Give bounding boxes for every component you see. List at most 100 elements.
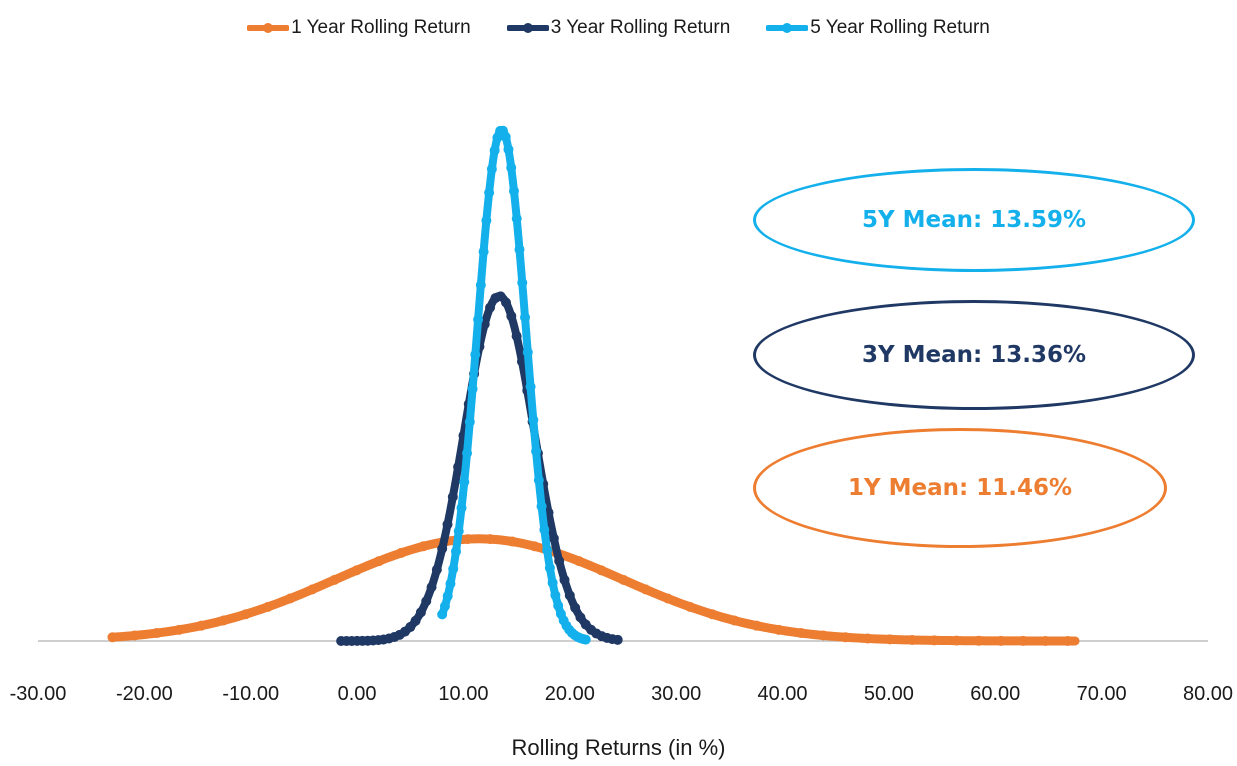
data-point: [453, 461, 464, 472]
data-point: [151, 628, 162, 639]
data-point: [522, 385, 533, 396]
x-tick-label: 60.00: [970, 683, 1020, 705]
data-point: [602, 632, 613, 643]
data-point: [773, 624, 784, 635]
data-point: [489, 145, 500, 156]
x-tick-label: -10.00: [222, 683, 279, 705]
data-point: [415, 607, 426, 618]
data-point: [796, 628, 807, 639]
data-point: [426, 582, 437, 593]
data-point: [996, 635, 1006, 646]
data-point: [378, 634, 389, 645]
data-point: [368, 635, 379, 646]
series-line: [107, 534, 1080, 646]
data-point: [578, 633, 589, 644]
data-point: [555, 608, 566, 619]
data-point: [474, 341, 485, 352]
data-point: [564, 624, 575, 635]
data-point: [547, 577, 558, 588]
x-tick-label: 0.00: [338, 683, 377, 705]
data-point: [440, 536, 451, 547]
data-point: [527, 416, 538, 427]
data-point: [442, 519, 453, 530]
data-point: [478, 246, 489, 257]
data-point: [542, 545, 553, 556]
data-point: [533, 475, 544, 486]
data-point: [506, 311, 517, 322]
data-point: [485, 534, 496, 545]
data-point: [525, 381, 536, 392]
data-point: [448, 563, 459, 574]
series-3y: [336, 291, 623, 646]
mean-annotation-5y: 5Y Mean: 13.59%: [753, 168, 1195, 272]
data-point: [536, 501, 547, 512]
x-tick-label: 20.00: [545, 683, 595, 705]
data-point: [490, 293, 501, 304]
series-line: [337, 292, 622, 645]
data-point: [580, 619, 591, 630]
data-point: [484, 187, 495, 198]
data-point: [399, 626, 410, 637]
data-point: [373, 635, 384, 646]
data-point: [439, 601, 450, 612]
data-point: [528, 414, 539, 425]
data-point: [517, 277, 528, 288]
legend-swatch-5y: [766, 20, 809, 36]
data-point: [907, 634, 918, 645]
data-point: [522, 347, 533, 358]
series-line: [438, 126, 590, 644]
data-point: [559, 574, 570, 585]
data-point: [575, 612, 586, 623]
data-point: [497, 125, 508, 136]
chart-legend: 1 Year Rolling Return 3 Year Rolling Ret…: [0, 10, 1237, 46]
x-tick-label: 80.00: [1183, 683, 1233, 705]
legend-item-3y: 3 Year Rolling Return: [506, 17, 730, 39]
data-point: [431, 564, 442, 575]
data-point: [447, 491, 458, 502]
x-axis-title: Rolling Returns (in %): [511, 735, 726, 760]
data-point: [929, 635, 940, 646]
data-point: [586, 624, 597, 635]
data-point: [307, 584, 318, 595]
data-point: [544, 562, 555, 573]
data-point: [973, 635, 984, 646]
mean-annotation-3y: 3Y Mean: 13.36%: [753, 300, 1195, 410]
data-point: [240, 609, 251, 620]
data-point: [591, 628, 602, 639]
data-point: [662, 593, 673, 604]
data-point: [470, 349, 481, 360]
data-point: [707, 609, 718, 620]
data-point: [384, 633, 394, 644]
data-point: [1040, 635, 1051, 646]
data-point: [511, 213, 522, 224]
data-point: [500, 131, 511, 142]
data-point: [467, 383, 478, 394]
data-point: [506, 162, 517, 173]
data-point: [341, 635, 352, 646]
data-point: [570, 602, 581, 613]
data-point: [352, 635, 363, 646]
data-point: [508, 186, 519, 197]
x-tick-label: -20.00: [116, 683, 173, 705]
data-point: [362, 635, 373, 646]
data-point: [421, 596, 432, 607]
data-point: [357, 635, 368, 646]
data-point: [516, 356, 527, 367]
data-point: [685, 601, 696, 612]
legend-swatch-3y: [506, 20, 549, 36]
x-tick-label: 30.00: [651, 683, 701, 705]
data-point: [481, 215, 492, 226]
data-point: [503, 144, 514, 155]
data-point: [553, 600, 564, 611]
data-point: [442, 591, 453, 602]
data-point: [492, 132, 503, 143]
data-point: [612, 634, 623, 645]
data-point: [532, 448, 543, 459]
data-point: [596, 631, 607, 642]
data-point: [394, 629, 405, 640]
data-point: [495, 125, 506, 136]
data-point: [551, 547, 562, 558]
data-point: [453, 526, 464, 537]
data-point: [548, 533, 559, 544]
